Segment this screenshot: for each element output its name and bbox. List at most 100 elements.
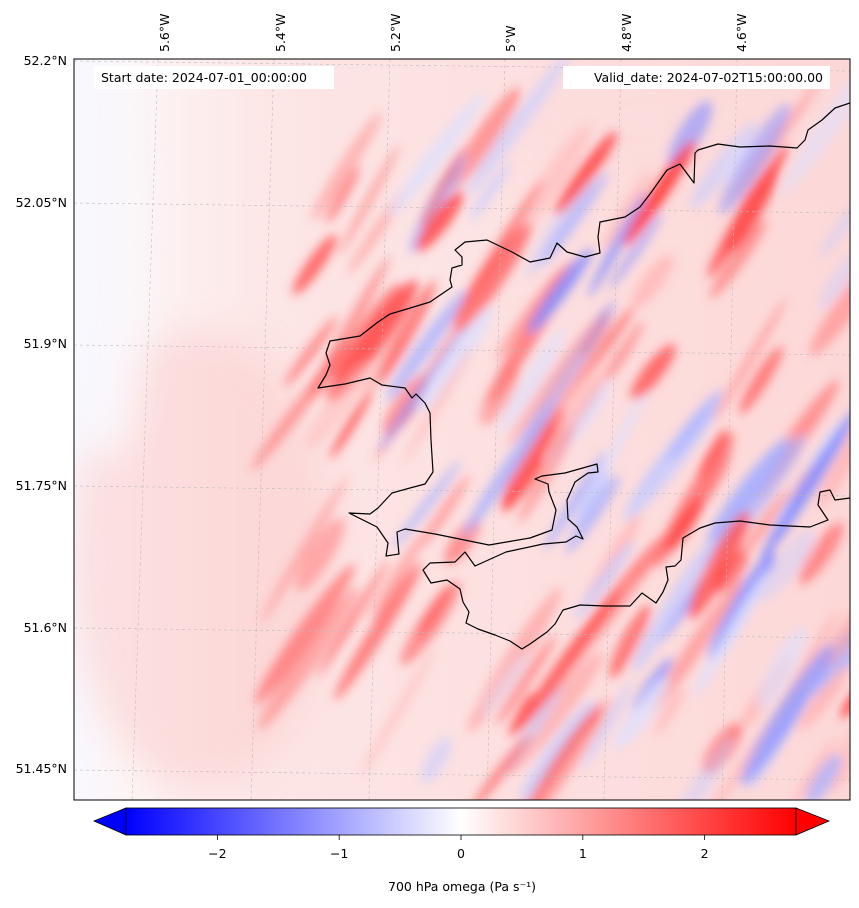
lon-tick-label: 5.2°W — [388, 14, 403, 53]
ascent-streak — [574, 540, 635, 620]
ascent-streak — [464, 59, 570, 197]
ascent-streak — [543, 452, 606, 551]
descent-streak — [713, 298, 787, 422]
descent-streak — [516, 589, 621, 732]
ascent-streak — [462, 397, 557, 538]
ascent-streak — [819, 195, 850, 258]
descent-streak — [327, 279, 418, 403]
descent-streak — [713, 550, 748, 593]
ascent-streak — [760, 409, 850, 561]
ascent-streak — [498, 327, 566, 434]
descent-streak — [260, 476, 348, 624]
descent-streak — [739, 345, 783, 414]
colorbar-extend-min — [92, 807, 127, 836]
coastline — [317, 102, 850, 650]
descent-streak — [509, 692, 535, 738]
descent-streak — [292, 234, 337, 295]
descent-streak — [840, 675, 850, 719]
descent-streak — [251, 339, 352, 471]
colorbar-tick-label: 0 — [457, 846, 465, 861]
ascent-streak — [693, 569, 769, 697]
descent-streak — [738, 489, 789, 560]
ascent-streak — [565, 475, 621, 554]
omega-streaks — [251, 59, 850, 800]
lat-tick-label: 51.75°N — [16, 478, 67, 493]
descent-streak — [416, 191, 464, 252]
descent-streak — [651, 577, 743, 713]
lon-tick-label: 5.4°W — [273, 14, 288, 53]
descent-streak — [631, 254, 674, 308]
descent-streak — [602, 170, 654, 250]
descent-streak — [507, 724, 597, 800]
ascent-streak — [756, 627, 807, 710]
descent-streak — [605, 321, 644, 382]
colorbar-ticks: −2 −1 0 1 2 — [208, 835, 709, 861]
ascent-streak — [740, 643, 834, 786]
descent-streak — [817, 582, 850, 673]
descent-streak — [513, 125, 591, 238]
lon-tick-label: 5.6°W — [157, 14, 172, 53]
descent-streak — [793, 738, 837, 800]
ascent-streak — [480, 651, 530, 718]
colorbar-label: 700 hPa omega (Pa s⁻¹) — [388, 879, 536, 894]
descent-streak — [554, 131, 617, 215]
omega-field — [74, 59, 850, 800]
ascent-streak — [608, 212, 663, 291]
descent-streak — [547, 344, 603, 424]
colorbar-tick-label: −1 — [330, 846, 348, 861]
descent-streak — [507, 652, 604, 775]
ascent-streak — [540, 171, 609, 266]
descent-streak — [798, 522, 844, 585]
ascent-streak — [667, 100, 713, 169]
ascent-streak — [632, 537, 717, 673]
start-date-annotation: Start date: 2024-07-01_00:00:00 — [94, 66, 334, 89]
descent-streak — [418, 584, 451, 639]
lat-tick-label: 52.05°N — [16, 195, 67, 210]
ascent-streak — [780, 59, 850, 195]
descent-streak — [377, 281, 436, 386]
descent-streak — [544, 343, 627, 459]
descent-streak — [709, 218, 768, 299]
ascent-streak — [719, 103, 791, 215]
map-frame — [73, 58, 851, 801]
ascent-streak — [392, 460, 462, 549]
colorbar-tick-label: 1 — [579, 846, 587, 861]
descent-streak — [317, 560, 390, 677]
descent-streak — [654, 688, 686, 735]
descent-streak — [817, 382, 850, 508]
descent-streak — [827, 720, 850, 793]
descent-streak — [688, 510, 750, 619]
descent-streak — [665, 497, 704, 552]
ascent-streak — [574, 470, 611, 527]
descent-streak — [809, 244, 850, 356]
colorbar-tick-label: −2 — [208, 846, 226, 861]
colorbar-extend-max — [795, 807, 831, 836]
descent-streak — [630, 344, 676, 400]
lon-tick-label: 4.8°W — [619, 14, 634, 53]
descent-streak — [697, 428, 728, 481]
ascent-streak — [421, 737, 452, 783]
descent-streak — [305, 361, 371, 449]
descent-streak — [402, 346, 473, 463]
ascent-streak — [667, 388, 724, 461]
colorbar: −2 −1 0 1 2 700 hPa omega (Pa s⁻¹) — [92, 807, 831, 894]
lat-tick-label: 51.6°N — [24, 620, 67, 635]
ascent-streak — [721, 140, 753, 184]
ascent-streak — [613, 676, 670, 750]
ascent-streak — [588, 192, 647, 298]
lon-axis-labels: 5.6°W 5.4°W 5.2°W 5°W 4.8°W 4.6°W — [157, 14, 749, 53]
ascent-streak — [388, 92, 485, 217]
descent-streak — [334, 562, 423, 700]
lat-tick-label: 51.9°N — [24, 336, 67, 351]
descent-streak — [724, 165, 778, 255]
lon-tick-label: 4.6°W — [734, 14, 749, 53]
descent-streak — [518, 424, 575, 524]
descent-streak — [325, 165, 361, 224]
descent-streak — [609, 604, 652, 678]
lat-tick-label: 51.45°N — [16, 761, 67, 776]
ascent-streak — [527, 248, 593, 334]
descent-streak — [329, 389, 373, 459]
descent-streak — [419, 146, 465, 229]
descent-streak — [295, 517, 345, 592]
descent-streak — [311, 112, 382, 221]
